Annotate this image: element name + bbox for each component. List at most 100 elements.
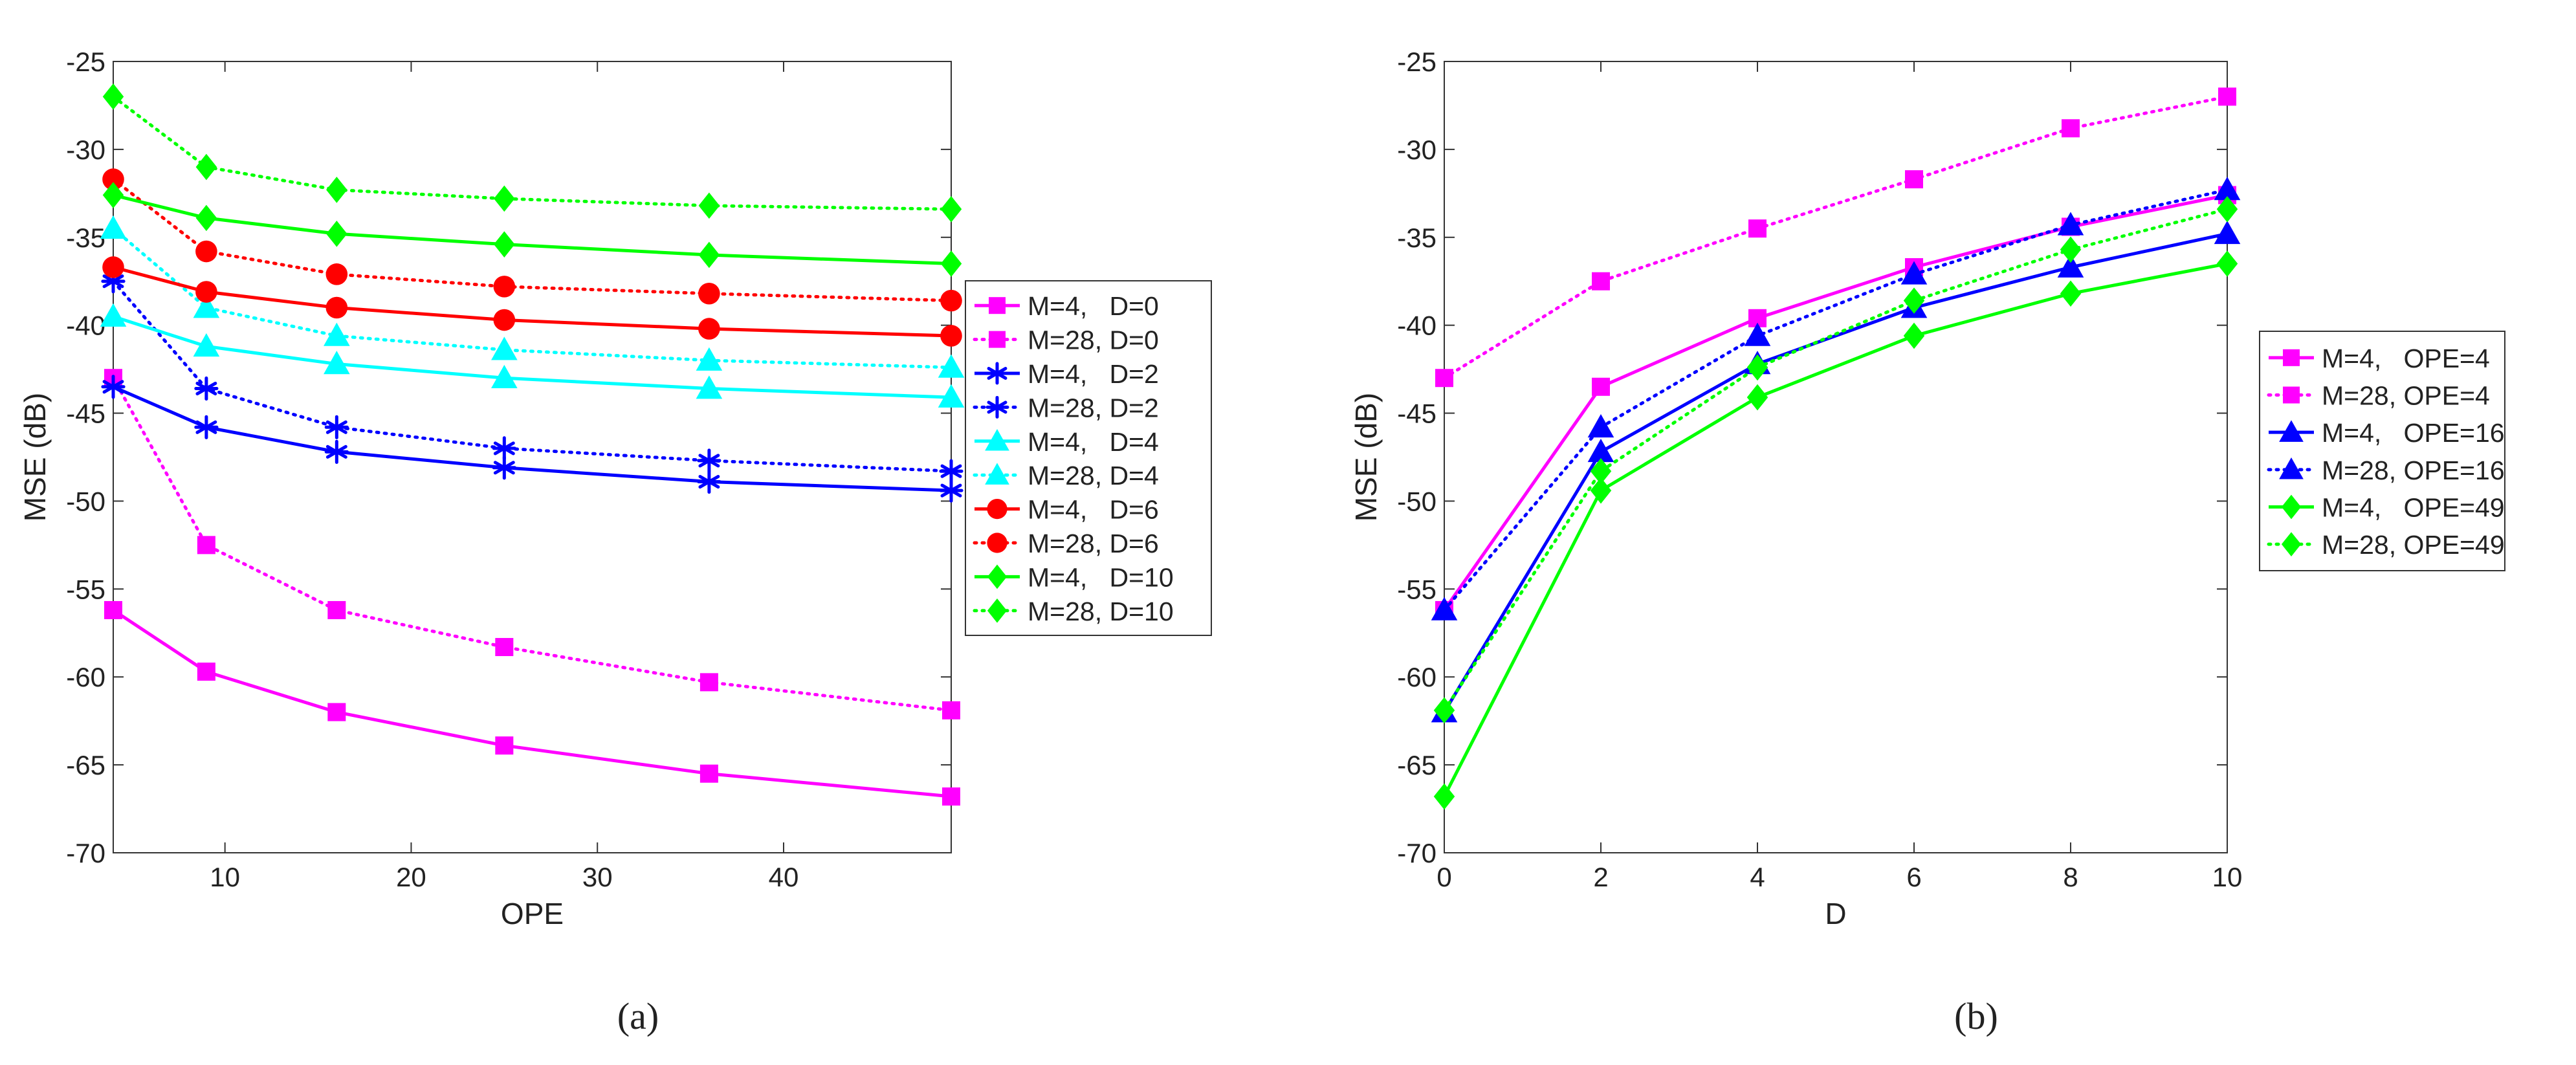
series-6 (1433, 195, 2238, 724)
series-5 (1433, 250, 2238, 810)
data-point (698, 282, 720, 305)
legend-entry: M=28, D=10 (1028, 597, 1174, 626)
data-point (1592, 272, 1610, 291)
data-point (326, 221, 347, 247)
data-point (1431, 597, 1458, 620)
y-tick-label: -65 (66, 750, 105, 780)
legend-entry: M=4, D=2 (1028, 359, 1159, 389)
legend-marker (987, 499, 1007, 520)
x-tick-label: 20 (396, 862, 426, 892)
x-tick-label: 8 (2063, 862, 2078, 892)
plot-area-a (113, 61, 952, 853)
data-point (100, 215, 127, 239)
legend-entry: M=4, OPE=16 (2322, 418, 2505, 448)
data-point (491, 364, 518, 389)
series-4 (101, 269, 963, 483)
series-10 (102, 83, 962, 223)
data-point (494, 231, 515, 258)
data-point (939, 459, 963, 483)
panel-caption: (a) (617, 995, 659, 1037)
series-2 (1435, 87, 2236, 388)
x-tick-label: 10 (2212, 862, 2243, 892)
series-line (1442, 188, 2229, 612)
data-point (327, 600, 346, 619)
data-point (1435, 369, 1453, 388)
legend-entry: M=4, D=0 (1028, 291, 1159, 321)
data-point (1900, 261, 1928, 285)
data-point (100, 303, 127, 327)
data-point (195, 240, 217, 263)
plot-area-b (1444, 61, 2228, 853)
data-point (2062, 119, 2080, 138)
y-tick-label: -60 (66, 662, 105, 692)
data-point (1433, 783, 1455, 810)
data-point (327, 703, 346, 721)
series-line (111, 177, 953, 303)
data-point (197, 536, 215, 554)
x-axis-label: D (1825, 897, 1846, 930)
series-line (113, 385, 952, 492)
data-point (1903, 322, 1925, 349)
legend-b: M=4, OPE=4 M=28, OPE=4 M=4, OPE=16 M=28, OP… (2259, 331, 2505, 571)
data-point (194, 415, 219, 439)
legend-box (2259, 331, 2505, 571)
data-point (325, 296, 348, 319)
y-tick-label: -45 (66, 399, 105, 429)
data-point (1592, 377, 1610, 396)
y-tick-label: -30 (1397, 135, 1437, 165)
data-point (324, 439, 349, 464)
data-point (101, 375, 126, 399)
data-point (491, 336, 518, 360)
data-point (1746, 384, 1768, 411)
legend-entry: M=28, D=4 (1028, 461, 1159, 490)
data-point (326, 177, 347, 203)
legend-entry: M=28, D=0 (1028, 325, 1159, 355)
y-tick-label: -70 (1397, 838, 1437, 868)
x-tick-label: 2 (1593, 862, 1608, 892)
data-point (102, 83, 124, 110)
y-tick-label: -65 (1397, 750, 1437, 780)
legend-marker (2283, 349, 2300, 366)
legend-entry: M=4, OPE=4 (2322, 344, 2490, 373)
legend-marker (2279, 457, 2304, 479)
data-point (495, 736, 514, 755)
series-line (113, 193, 952, 265)
x-tick-label: 0 (1437, 862, 1451, 892)
series-4 (1431, 177, 2241, 620)
data-point (2216, 195, 2238, 223)
legend-entry: M=28, OPE=16 (2322, 456, 2505, 485)
chart-panel-b: -25 -30 -35 -40 -45 -50 -55 -60 -65 -700 2 4 6 8 10 D MS… (1349, 47, 2505, 1037)
data-point (324, 351, 350, 375)
y-tick-label: -35 (1397, 223, 1437, 253)
series-9 (102, 182, 962, 277)
data-point (697, 469, 721, 494)
y-tick-label: -60 (1397, 662, 1437, 692)
data-point (494, 185, 515, 212)
y-tick-label: -45 (1397, 399, 1437, 429)
data-point (2214, 221, 2241, 245)
data-point (696, 375, 723, 399)
data-point (102, 168, 124, 190)
data-point (2057, 212, 2084, 236)
data-point (940, 289, 962, 312)
data-point (197, 663, 215, 681)
data-point (493, 309, 516, 331)
data-point (2216, 250, 2238, 277)
legend-marker (2283, 386, 2300, 404)
data-point (324, 322, 350, 346)
data-point (2214, 177, 2241, 201)
legend-marker (985, 428, 1009, 451)
series-5 (100, 303, 965, 408)
data-point (193, 333, 220, 357)
legend-marker (985, 463, 1009, 485)
data-point (104, 600, 122, 619)
x-axis-label: OPE (501, 897, 564, 930)
y-tick-label: -55 (1397, 574, 1437, 604)
legend-marker (985, 362, 1009, 385)
series-line (111, 280, 953, 473)
x-tick-label: 10 (210, 862, 240, 892)
series-line (113, 314, 952, 399)
legend-marker (2279, 420, 2304, 442)
data-point (698, 318, 720, 340)
series-line (111, 226, 953, 369)
